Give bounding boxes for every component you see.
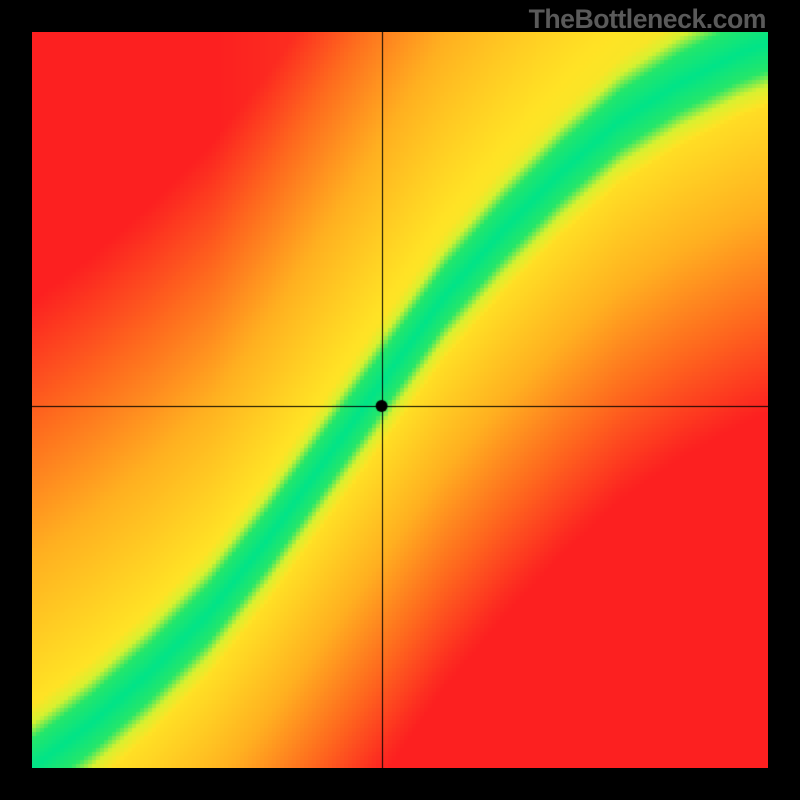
figure-root: TheBottleneck.com	[0, 0, 800, 800]
heatmap-canvas	[32, 32, 768, 768]
watermark-text: TheBottleneck.com	[529, 4, 766, 35]
plot-area	[32, 32, 768, 768]
